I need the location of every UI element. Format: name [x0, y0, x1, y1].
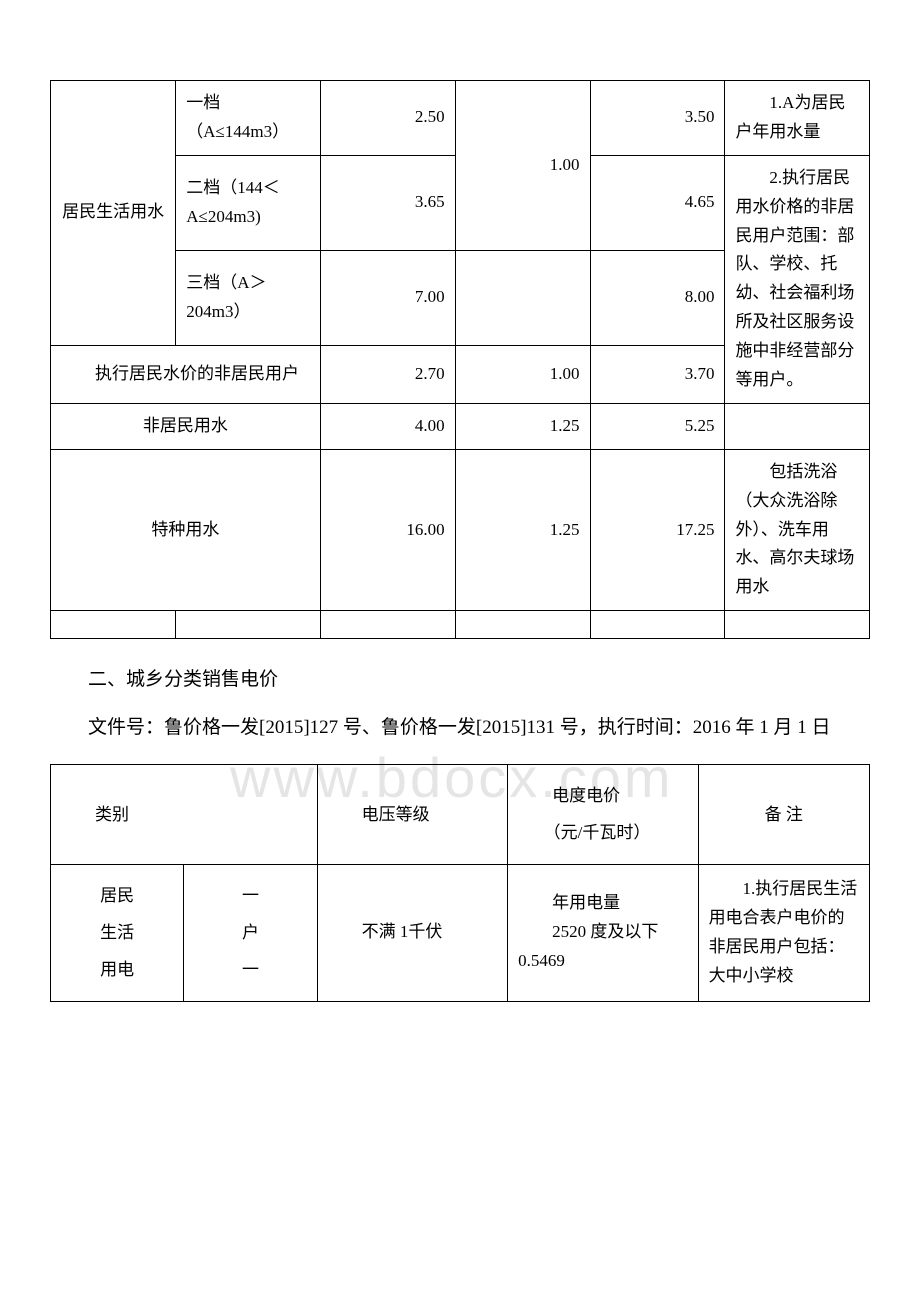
- cell-tier3-price: 7.00: [320, 250, 455, 345]
- cell-tier2-price: 3.65: [320, 155, 455, 250]
- cell-tier3-label: 三档（A＞204m3）: [176, 250, 321, 345]
- table-header-row: 类别 电压等级 电度电价 （元/千瓦时） 备 注: [51, 764, 870, 864]
- cell-residential-label: 居民生活用水: [51, 81, 176, 346]
- cell-special-label: 特种用水: [51, 449, 321, 610]
- cell-tier3-fee: [455, 250, 590, 345]
- cell-tier2-total: 4.65: [590, 155, 725, 250]
- cell-nonres-resprice-label: 执行居民水价的非居民用户: [51, 345, 321, 403]
- cell-empty: [176, 611, 321, 639]
- electricity-price-table: 类别 电压等级 电度电价 （元/千瓦时） 备 注 居民 生活 用电 一 户 一 …: [50, 764, 870, 1002]
- table-row: 居民生活用水 一档（A≤144m3） 2.50 1.00 3.50 1.A为居民…: [51, 81, 870, 156]
- cell-empty: [725, 611, 870, 639]
- cell-special-note: 包括洗浴（大众洗浴除外）、洗车用水、高尔夫球场用水: [725, 449, 870, 610]
- cell-tier1-total: 3.50: [590, 81, 725, 156]
- cell-nonres-resprice-total: 3.70: [590, 345, 725, 403]
- cell-elec-price: 年用电量 2520 度及以下0.5469: [508, 864, 698, 1001]
- cell-empty: [725, 403, 870, 449]
- water-price-table: 居民生活用水 一档（A≤144m3） 2.50 1.00 3.50 1.A为居民…: [50, 80, 870, 639]
- table-row: 特种用水 16.00 1.25 17.25 包括洗浴（大众洗浴除外）、洗车用水、…: [51, 449, 870, 610]
- cell-note2: 2.执行居民用水价格的非居民用户范围：部队、学校、托幼、社会福利场所及社区服务设…: [725, 155, 870, 403]
- cell-special-fee: 1.25: [455, 449, 590, 610]
- section-title-electricity: 二、城乡分类销售电价: [50, 664, 870, 696]
- cell-nonres-resprice-price: 2.70: [320, 345, 455, 403]
- cell-nonres-price: 4.00: [320, 403, 455, 449]
- cell-nonres-total: 5.25: [590, 403, 725, 449]
- header-voltage: 电压等级: [317, 764, 507, 864]
- cell-empty: [590, 611, 725, 639]
- table-row: 非居民用水 4.00 1.25 5.25: [51, 403, 870, 449]
- cell-fee-merged: 1.00: [455, 81, 590, 251]
- cell-special-total: 17.25: [590, 449, 725, 610]
- cell-tier1-price: 2.50: [320, 81, 455, 156]
- cell-empty: [320, 611, 455, 639]
- table-row: 居民 生活 用电 一 户 一 不满 1千伏 年用电量 2520 度及以下0.54…: [51, 864, 870, 1001]
- cell-special-price: 16.00: [320, 449, 455, 610]
- cell-nonres-label: 非居民用水: [51, 403, 321, 449]
- cell-elec-category: 居民 生活 用电: [51, 864, 184, 1001]
- header-price: 电度电价 （元/千瓦时）: [508, 764, 698, 864]
- cell-nonres-fee: 1.25: [455, 403, 590, 449]
- cell-empty: [455, 611, 590, 639]
- cell-elec-meter: 一 户 一: [184, 864, 317, 1001]
- header-remark: 备 注: [698, 764, 869, 864]
- cell-note1: 1.A为居民户年用水量: [725, 81, 870, 156]
- cell-tier1-label: 一档（A≤144m3）: [176, 81, 321, 156]
- cell-tier3-total: 8.00: [590, 250, 725, 345]
- cell-empty: [51, 611, 176, 639]
- text-nonres-resprice: 执行居民水价的非居民用户: [61, 360, 310, 389]
- cell-tier2-label: 二档（144＜A≤204m3): [176, 155, 321, 250]
- cell-elec-remark: 1.执行居民生活用电合表户电价的非居民用户包括：大中小学校: [698, 864, 869, 1001]
- table-row-empty: [51, 611, 870, 639]
- file-info-line: 文件号：鲁价格一发[2015]127 号、鲁价格一发[2015]131 号，执行…: [50, 712, 870, 744]
- cell-nonres-resprice-fee: 1.00: [455, 345, 590, 403]
- cell-elec-voltage: 不满 1千伏: [317, 864, 507, 1001]
- header-category: 类别: [51, 764, 318, 864]
